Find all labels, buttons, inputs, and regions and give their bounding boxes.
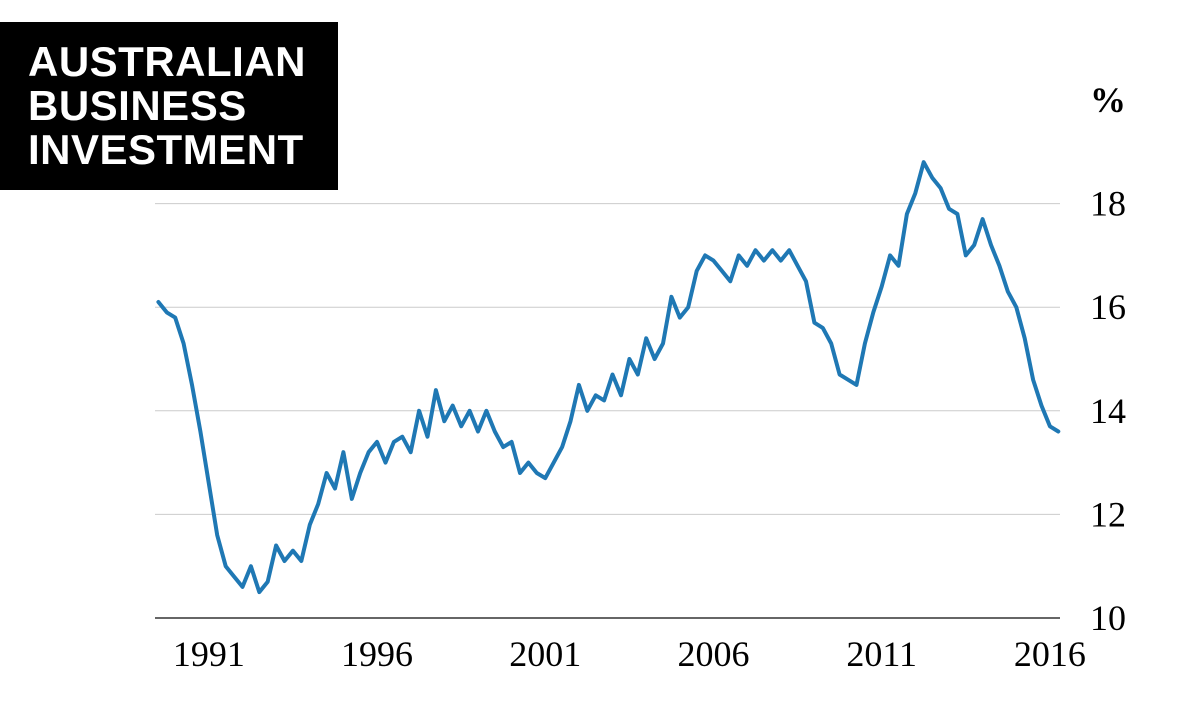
line-chart: 10 12 14 16 18% 1991 1996 2001 2006 2011 2016: [0, 0, 1200, 721]
y-tick-label: 16: [1090, 287, 1126, 327]
y-unit-label: %: [1090, 80, 1126, 120]
y-tick-label: 18: [1090, 184, 1126, 224]
x-tick-label: 2006: [677, 634, 749, 674]
x-tick-label: 1991: [173, 634, 245, 674]
y-tick-label: 12: [1090, 494, 1126, 534]
y-tick-label: 10: [1090, 598, 1126, 638]
y-tick-label: 14: [1090, 391, 1126, 431]
data-line: [158, 162, 1058, 592]
x-tick-label: 1996: [341, 634, 413, 674]
x-tick-label: 2016: [1014, 634, 1086, 674]
x-tick-label: 2011: [846, 634, 917, 674]
x-tick-label: 2001: [509, 634, 581, 674]
